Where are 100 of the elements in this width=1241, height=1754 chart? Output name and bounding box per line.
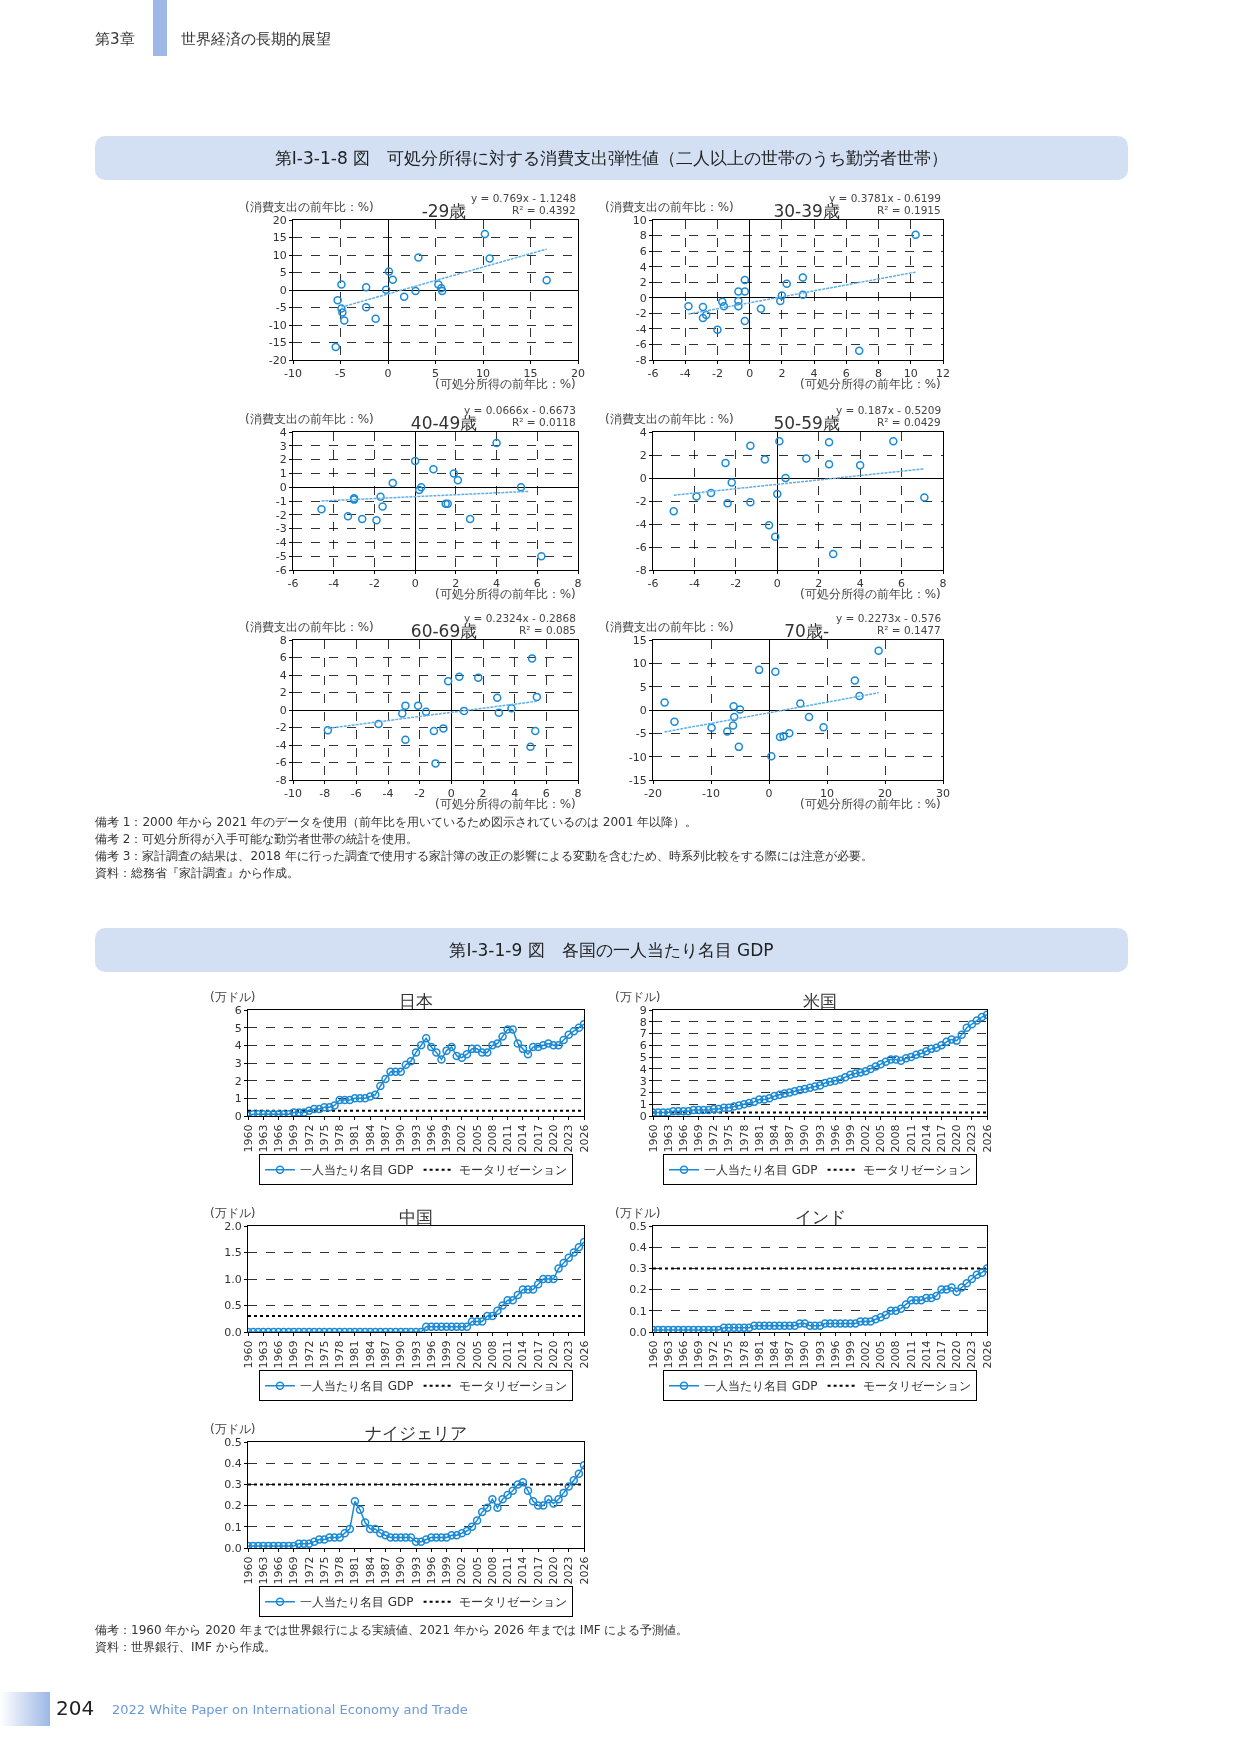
text: y = 0.2324x - 0.2868 xyxy=(464,612,576,624)
y-tick-label: -20 xyxy=(268,353,287,367)
text: 204 xyxy=(56,1696,95,1720)
x-tick-label: 2008 xyxy=(889,1124,903,1153)
point xyxy=(371,314,380,323)
legend-label: 一人当たり名目 GDP xyxy=(300,1163,414,1178)
x-tick-label: 1978 xyxy=(737,1124,751,1153)
point xyxy=(507,704,516,713)
x-tick-label: 2011 xyxy=(501,1556,515,1585)
y-tick-label: 0.2 xyxy=(224,1499,242,1513)
y-tick-label: 1.0 xyxy=(224,1272,242,1286)
point xyxy=(337,304,346,313)
point xyxy=(727,478,736,487)
x-tick-label: 1981 xyxy=(752,1124,766,1153)
y-tick-label: 2 xyxy=(639,276,647,290)
y-tick-label: -6 xyxy=(275,563,287,577)
x-tick-label: 1990 xyxy=(394,1340,408,1369)
chart-title: 中国 xyxy=(399,1207,433,1227)
x-tick-label: 1996 xyxy=(828,1124,842,1153)
chart-title: 70歳- xyxy=(784,621,830,641)
point xyxy=(474,673,483,682)
y-tick-label: 3 xyxy=(639,1074,647,1088)
y-tick-label: 1 xyxy=(279,467,287,481)
x-tick-label: 1966 xyxy=(676,1124,690,1153)
x-tick-label: 2 xyxy=(778,367,786,381)
point xyxy=(718,297,727,306)
y-tick-label: 3 xyxy=(234,1056,242,1070)
x-tick-label: 1966 xyxy=(272,1340,286,1369)
x-tick-label: 1972 xyxy=(302,1340,316,1369)
point xyxy=(527,654,537,663)
x-tick-label: -2 xyxy=(730,577,742,591)
chart-title: -29歳 xyxy=(421,201,467,221)
point xyxy=(411,286,420,296)
x-tick-label: 1984 xyxy=(768,1124,782,1153)
y-tick-label: -2 xyxy=(635,494,647,508)
point xyxy=(437,286,447,296)
y-tick-label: 8 xyxy=(639,229,647,243)
x-tick-label: 1978 xyxy=(333,1124,347,1153)
x-tick-label: 1990 xyxy=(798,1124,812,1153)
y-tick-label: 8 xyxy=(279,633,287,647)
point xyxy=(431,759,440,768)
y-tick-label: -4 xyxy=(635,322,647,336)
x-tick-label: 2026 xyxy=(577,1124,591,1153)
y-tick-label: 1 xyxy=(234,1092,242,1106)
x-tick-label: 1975 xyxy=(722,1124,736,1153)
x-tick-label: 1999 xyxy=(440,1340,454,1369)
point xyxy=(767,751,776,761)
x-tick-label: 0 xyxy=(773,577,781,591)
point xyxy=(775,436,784,446)
x-tick-label: 2020 xyxy=(547,1124,561,1153)
x-tick-label: 2005 xyxy=(470,1556,484,1585)
point xyxy=(819,723,828,732)
point xyxy=(337,280,346,289)
point xyxy=(340,316,349,325)
x-tick-label: 1993 xyxy=(813,1340,827,1369)
point xyxy=(465,514,475,524)
point xyxy=(828,549,838,559)
y-tick-label: 2 xyxy=(639,448,647,462)
x-tick-label: 1960 xyxy=(241,1556,255,1585)
y-tick-label: -10 xyxy=(628,750,647,764)
x-tick-label: 1963 xyxy=(661,1340,675,1369)
legend-label: 一人当たり名目 GDP xyxy=(300,1379,414,1394)
y-tick-label: 15 xyxy=(272,231,287,245)
y-tick-label: 5 xyxy=(234,1021,242,1035)
y-tick-label: 10 xyxy=(632,213,647,227)
y-tick-label: 0 xyxy=(639,703,647,717)
point xyxy=(338,308,347,317)
x-tick-label: 1975 xyxy=(317,1556,331,1585)
y-tick-label: -1 xyxy=(275,494,287,508)
point xyxy=(713,325,722,334)
x-tick-label: 1993 xyxy=(409,1124,423,1153)
y-tick-label: 0.2 xyxy=(629,1283,647,1297)
x-tick-label: 1981 xyxy=(348,1556,362,1585)
point xyxy=(911,230,920,240)
y-axis-title: (消費支出の前年比：%) xyxy=(245,412,374,426)
x-tick-label: 2017 xyxy=(531,1124,545,1153)
y-axis-title: (消費支出の前年比：%) xyxy=(605,200,734,214)
point xyxy=(357,514,367,524)
x-tick-label: 2008 xyxy=(889,1340,903,1369)
point xyxy=(779,731,788,741)
x-tick-label: 1969 xyxy=(287,1124,301,1153)
x-tick-label: 2017 xyxy=(935,1340,949,1369)
y-axis-title: (消費支出の前年比：%) xyxy=(605,620,734,634)
x-tick-label: 2023 xyxy=(965,1124,979,1153)
point xyxy=(429,726,439,736)
x-tick-label: 2002 xyxy=(859,1340,873,1369)
x-tick-label: 2023 xyxy=(562,1556,576,1585)
x-tick-label: 1981 xyxy=(348,1340,362,1369)
y-tick-label: 2 xyxy=(234,1074,242,1088)
x-tick-label: -2 xyxy=(711,367,723,381)
point xyxy=(542,275,551,285)
y-tick-label: 0.0 xyxy=(224,1541,242,1555)
x-tick-label: 2014 xyxy=(516,1340,530,1369)
x-tick-label: 1981 xyxy=(752,1340,766,1369)
x-tick-label: -10 xyxy=(702,787,720,801)
y-tick-label: 4 xyxy=(639,425,647,439)
point xyxy=(388,275,397,285)
x-tick-label: 2008 xyxy=(485,1340,499,1369)
x-tick-label: 1987 xyxy=(783,1124,797,1153)
x-tick-label: -4 xyxy=(688,577,700,591)
